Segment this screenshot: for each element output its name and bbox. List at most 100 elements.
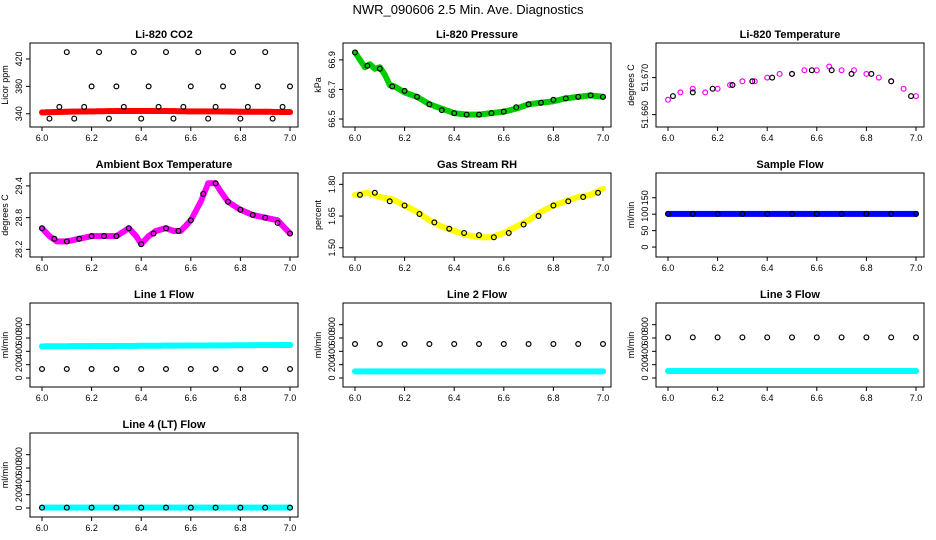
- data-point: [163, 504, 170, 511]
- data-point: [145, 83, 152, 90]
- data-point: [113, 83, 120, 90]
- y-axis-label: ml/min: [626, 332, 636, 359]
- y-tick-label: 600: [14, 330, 24, 345]
- y-tick-label: 66.9: [327, 51, 337, 69]
- data-point: [500, 341, 507, 348]
- y-tick-label: 28.8: [14, 209, 24, 227]
- y-axis-label: ml/min: [0, 462, 10, 489]
- data-point: [163, 225, 170, 232]
- y-tick-label: 51.670: [640, 64, 650, 92]
- data-point: [426, 341, 433, 348]
- y-axis-label: ml/min: [313, 332, 323, 359]
- data-point: [352, 49, 359, 56]
- data-point: [500, 108, 507, 115]
- figure-title: NWR_090606 2.5 Min. Ave. Diagnostics: [352, 2, 584, 17]
- data-point: [244, 103, 251, 110]
- data-point: [769, 74, 776, 81]
- chart-line3: Line 3 Flow ml/min 6.0 6.2 6.4 6.6 6.8 7.0 0 2004…: [626, 289, 925, 403]
- data-point: [38, 366, 45, 373]
- x-tick-label: 6.8: [860, 133, 873, 143]
- data-point: [254, 83, 261, 90]
- series-black: [46, 49, 294, 122]
- y-tick-label: 340: [14, 106, 24, 121]
- x-tick-label: 6.4: [448, 263, 461, 273]
- data-point: [262, 49, 269, 56]
- x-tick-label: 7.0: [284, 523, 297, 533]
- x-tick-label: 6.8: [234, 263, 247, 273]
- x-tick-label: 6.4: [135, 393, 148, 403]
- plot-title: Gas Stream RH: [437, 159, 517, 171]
- data-point: [38, 225, 45, 232]
- y-tick-label: 28.2: [14, 241, 24, 259]
- data-point: [287, 366, 294, 373]
- data-point: [416, 210, 423, 217]
- x-tick-label: 6.0: [349, 263, 362, 273]
- x-tick-label: 6.0: [662, 133, 675, 143]
- x-tick-label: 6.0: [349, 393, 362, 403]
- y-axis-label: kPa: [313, 77, 323, 93]
- data-point: [138, 366, 145, 373]
- data-point: [828, 67, 835, 74]
- data-point: [150, 230, 157, 237]
- data-point: [664, 96, 671, 103]
- data-point: [220, 83, 227, 90]
- x-tick-label: 6.0: [36, 263, 49, 273]
- data-point: [212, 103, 219, 110]
- data-point: [776, 70, 783, 77]
- data-point: [838, 334, 845, 341]
- y-tick-label: 600: [14, 460, 24, 475]
- data-point: [505, 229, 512, 236]
- data-point: [229, 49, 236, 56]
- x-tick-label: 6.6: [811, 133, 824, 143]
- data-point: [274, 219, 281, 226]
- data-point: [279, 103, 286, 110]
- data-point: [848, 70, 855, 77]
- series-black: [38, 180, 294, 248]
- y-tick-label: 0: [14, 375, 24, 380]
- series-cyan: [665, 368, 919, 374]
- data-point: [788, 210, 795, 217]
- data-point: [130, 49, 137, 56]
- data-point: [764, 74, 771, 81]
- x-tick-label: 6.6: [811, 263, 824, 273]
- series-yellow: [352, 185, 606, 241]
- series-green: [352, 49, 606, 118]
- data-point: [88, 83, 95, 90]
- data-point: [438, 107, 445, 114]
- data-point: [125, 225, 132, 232]
- data-point: [237, 504, 244, 511]
- data-point: [863, 70, 870, 77]
- data-point: [187, 504, 194, 511]
- x-tick-label: 6.0: [662, 393, 675, 403]
- plot-frame: [342, 302, 612, 388]
- series-black: [38, 504, 294, 511]
- data-point: [269, 115, 276, 122]
- data-point: [599, 93, 606, 100]
- data-point: [262, 366, 269, 373]
- plot-title: Sample Flow: [756, 159, 824, 171]
- data-point: [513, 104, 520, 111]
- data-point: [729, 81, 736, 88]
- data-point: [714, 334, 721, 341]
- y-axis-label: percent: [313, 199, 323, 230]
- x-tick-label: 6.8: [547, 393, 560, 403]
- data-point: [120, 103, 127, 110]
- data-point: [863, 334, 870, 341]
- y-tick-label: 0: [14, 505, 24, 510]
- plot-title: Line 4 (LT) Flow: [123, 419, 206, 431]
- data-point: [287, 342, 293, 348]
- data-point: [81, 103, 88, 110]
- data-point: [212, 180, 219, 187]
- data-point: [205, 115, 212, 122]
- data-point: [520, 221, 527, 228]
- x-tick-label: 7.0: [284, 133, 297, 143]
- data-point: [726, 81, 733, 88]
- y-tick-label: 150: [640, 190, 650, 205]
- data-point: [63, 238, 70, 245]
- series-black: [664, 334, 919, 341]
- data-point: [100, 233, 107, 240]
- x-tick-label: 6.6: [185, 263, 198, 273]
- chart-box_temp: Ambient Box Temperature degrees C 6.0 6.2 6.…: [0, 159, 299, 273]
- data-point: [225, 198, 232, 205]
- data-point: [352, 341, 359, 348]
